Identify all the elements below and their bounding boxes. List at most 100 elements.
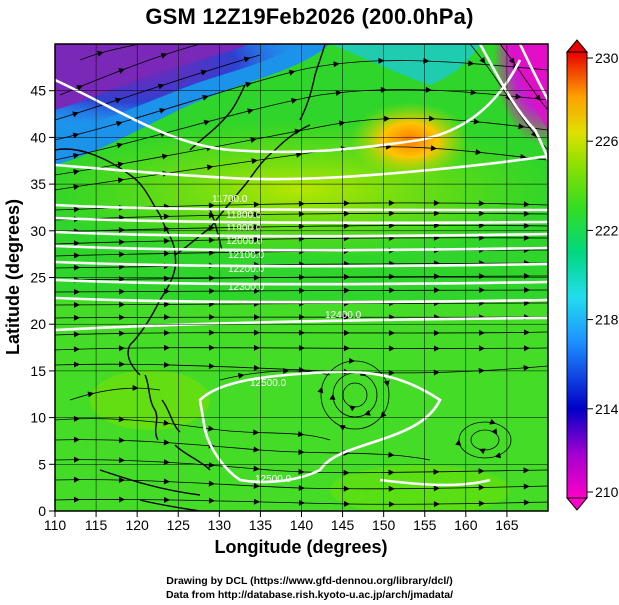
colorbar-tick-label: 210	[595, 484, 619, 500]
wind-arrowhead	[206, 164, 214, 171]
y-tick-label: 0	[38, 503, 46, 519]
wind-arrowhead	[208, 425, 215, 432]
wind-arrowhead	[208, 249, 215, 256]
y-tick-label: 10	[30, 410, 46, 426]
contour-label: 11700.0	[212, 194, 248, 205]
contour-label: 12500.0	[255, 474, 292, 485]
wind-arrowhead	[534, 94, 541, 101]
wind-arrowhead	[97, 50, 104, 57]
wind-arrowhead	[163, 361, 170, 368]
wind-arrowhead	[73, 361, 80, 368]
wind-arrowhead	[253, 211, 260, 218]
map-title: GSM 12Z19Feb2026 (200.0hPa)	[145, 4, 474, 29]
wind-arrowhead	[163, 496, 170, 503]
wind-arrowhead	[523, 345, 530, 352]
y-tick-label: 25	[30, 270, 46, 286]
wind-arrowhead	[430, 145, 437, 152]
wind-arrowhead	[378, 57, 385, 64]
wind-arrowhead	[523, 467, 530, 474]
x-tick-label: 145	[331, 517, 355, 533]
wind-arrowhead	[208, 314, 215, 321]
wind-arrowheads	[72, 50, 541, 508]
wind-arrowhead	[523, 222, 530, 229]
wind-arrowhead	[238, 372, 245, 379]
colorbar-top-triangle	[565, 39, 589, 53]
wind-arrowhead	[115, 97, 122, 104]
wind-arrowhead	[296, 151, 303, 158]
wind-arrowhead	[348, 405, 356, 412]
wind-arrowhead	[298, 287, 305, 294]
wind-arrowhead	[433, 273, 440, 280]
wind-arrowhead	[208, 344, 215, 351]
wind-arrowhead	[73, 252, 80, 259]
x-tick-label: 140	[290, 517, 314, 533]
wind-arrowhead	[515, 93, 522, 100]
wind-arrowhead	[291, 97, 298, 104]
wind-arrowhead	[73, 476, 80, 483]
wind-arrowhead	[163, 478, 170, 485]
wind-arrowhead	[208, 202, 215, 209]
wind-arrowhead	[388, 501, 395, 508]
wind-arrowhead	[253, 482, 260, 489]
wind-arrowhead	[117, 161, 125, 168]
wind-arrowhead	[163, 329, 170, 336]
contour-label: 12000.0	[226, 236, 263, 247]
wind-arrowhead	[478, 448, 486, 455]
wind-arrowhead	[253, 329, 260, 336]
wind-arrowhead	[253, 287, 260, 294]
colorbar-tick-label: 214	[595, 401, 619, 417]
wind-arrowhead	[317, 386, 324, 394]
wind-arrowhead	[118, 68, 125, 74]
wind-arrowhead	[73, 206, 80, 213]
wind-arrowhead	[163, 419, 170, 426]
wind-arrowhead	[116, 120, 123, 127]
wind-arrowhead	[338, 424, 346, 431]
wind-arrowhead	[425, 86, 432, 93]
wind-arrowhead	[298, 484, 305, 491]
wind-arrowhead	[468, 60, 475, 67]
wind-arrowhead	[118, 239, 125, 246]
wind-arrowhead	[428, 115, 436, 122]
wind-arrowhead	[494, 452, 502, 459]
wind-arrowhead	[343, 222, 350, 229]
wind-arrowhead	[118, 314, 125, 321]
wind-arrowhead	[288, 69, 296, 76]
wind-arrowhead	[163, 213, 170, 220]
wind-arrowhead	[163, 275, 170, 282]
wind-arrowhead	[208, 288, 215, 295]
wind-arrowhead	[478, 468, 485, 475]
wind-arrowhead	[478, 484, 485, 491]
wind-arrowhead	[208, 480, 215, 487]
contour-label: 11800.0	[226, 210, 262, 221]
x-tick-label: 130	[208, 517, 232, 533]
wind-arrowhead	[253, 224, 260, 231]
y-axis-ticks: 0 5 10 15 20 25 30 35 40 45	[30, 83, 55, 519]
contour-label: 12200.0	[228, 264, 265, 275]
wind-arrowhead	[523, 499, 530, 506]
wind-arrowhead	[479, 57, 486, 64]
wind-arrowhead	[388, 273, 395, 280]
wind-arrowhead	[73, 169, 80, 175]
wind-arrowhead	[478, 500, 485, 507]
wind-arrowhead	[253, 446, 260, 453]
wind-arrowhead	[253, 236, 260, 243]
wind-arrowhead	[473, 118, 480, 125]
wind-arrowhead	[72, 153, 80, 159]
wind-arrowhead	[163, 314, 170, 321]
wind-arrowhead	[343, 314, 350, 321]
wind-arrowhead	[73, 240, 80, 247]
credit-data-source: Data from http://database.rish.kyoto-u.a…	[165, 589, 454, 601]
wind-arrowhead	[250, 137, 257, 143]
wind-arrowhead	[343, 485, 350, 492]
wind-arrowhead	[508, 57, 515, 65]
wind-arrowhead	[455, 439, 462, 446]
wind-arrowhead	[118, 361, 125, 368]
wind-arrowhead	[478, 329, 485, 336]
wind-arrowhead	[73, 264, 80, 271]
colorbar-ticks: 210 214 218 222 226 230	[587, 50, 619, 500]
wind-arrowhead	[518, 123, 525, 130]
credit-drawing: Drawing by DCL (https://www.gfd-dennou.o…	[166, 575, 453, 587]
wind-arrowhead	[73, 436, 80, 443]
x-tick-label: 115	[85, 517, 108, 533]
wind-arrowhead	[73, 496, 80, 503]
